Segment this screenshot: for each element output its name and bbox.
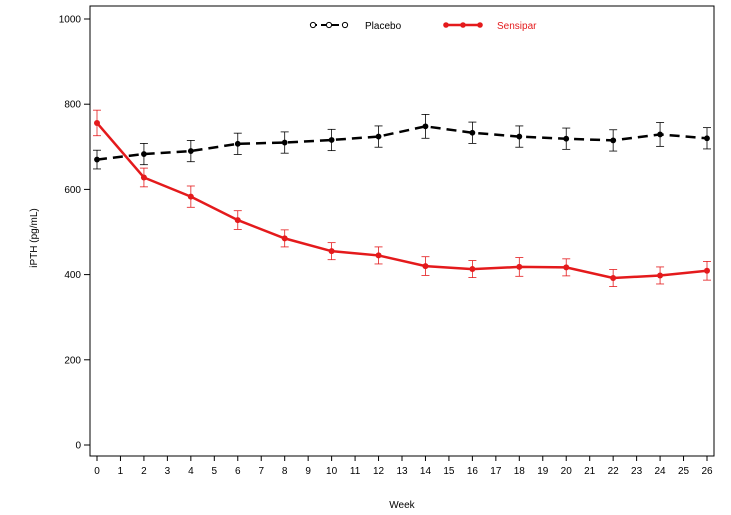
data-point [422,263,429,270]
x-tick-label: 0 [94,466,100,477]
x-tick-label: 16 [467,466,479,477]
data-point [610,275,617,282]
data-point [328,248,335,255]
data-point [657,131,663,138]
legend-placebo-marker [341,21,349,29]
data-point [516,263,523,270]
legend-placebo-marker [309,21,317,29]
series-line [96,125,708,161]
x-tick-label: 25 [678,466,690,477]
legend-sensipar-marker [443,22,449,28]
data-point [375,133,382,140]
series-sensipar [93,109,711,287]
x-tick-label: 19 [537,466,549,477]
x-axis-title: Week [389,500,415,511]
data-point [516,133,523,140]
data-point [563,135,570,142]
x-tick-label: 13 [396,466,408,477]
x-tick-label: 23 [631,466,643,477]
series-placebo [93,114,711,170]
x-tick-label: 7 [258,466,264,477]
data-point [469,266,476,273]
data-point [234,140,241,147]
y-axis-title: iPTH (pg/mL) [29,208,40,267]
y-tick-label: 1000 [59,15,82,26]
data-point [422,123,429,130]
data-point [140,174,147,181]
data-point [281,235,288,242]
y-tick-label: 400 [64,270,81,281]
legend-sensipar-marker [477,22,483,28]
legend-label-sensipar: Sensipar [497,21,537,32]
data-point [375,252,382,259]
y-tick-label: 600 [64,185,81,196]
x-tick-label: 4 [188,466,194,477]
legend-label-placebo: Placebo [365,21,402,32]
x-tick-label: 12 [373,466,385,477]
data-point [328,137,335,143]
data-point [141,151,147,157]
y-tick-label: 0 [75,441,81,452]
x-tick-label: 24 [655,466,667,477]
x-tick-label: 17 [490,466,502,477]
series-layer [93,109,711,287]
x-tick-label: 8 [282,466,288,477]
x-tick-label: 21 [584,466,596,477]
data-point [281,139,288,146]
x-tick-label: 9 [305,466,311,477]
data-point [94,119,100,126]
legend: Placebo Sensipar [309,21,537,32]
series-line [96,122,708,280]
x-tick-label: 10 [326,466,338,477]
data-point [704,135,710,142]
x-tick-label: 11 [350,466,361,477]
data-point [94,156,100,163]
x-tick-label: 6 [235,466,241,477]
data-point [563,264,570,271]
legend-placebo-marker [325,21,333,29]
x-tick-label: 18 [514,466,526,477]
x-tick-label: 3 [165,466,171,477]
legend-sensipar-marker [460,22,466,28]
data-point [234,217,241,224]
x-tick-label: 1 [118,466,124,477]
data-point [187,148,194,154]
x-tick-label: 22 [608,466,620,477]
data-point [610,137,617,144]
data-point [187,193,194,200]
x-tick-label: 15 [443,466,455,477]
data-point [469,129,476,136]
x-tick-label: 26 [701,466,713,477]
data-point [704,267,710,274]
x-tick-label: 20 [561,466,573,477]
y-tick-label: 800 [64,100,81,111]
plot-frame [89,5,715,457]
data-point [657,272,664,279]
x-tick-label: 5 [212,466,218,477]
y-tick-label: 200 [64,355,81,366]
x-tick-label: 14 [420,466,432,477]
x-tick-label: 2 [141,466,147,477]
